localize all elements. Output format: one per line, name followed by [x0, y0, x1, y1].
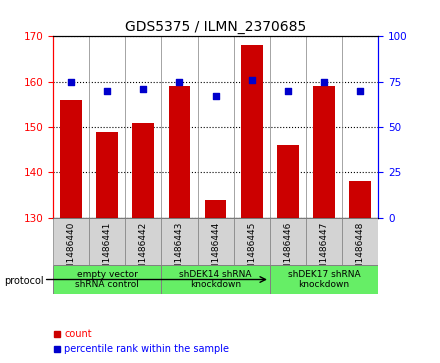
Bar — [277, 145, 299, 218]
Text: shDEK17 shRNA
knockdown: shDEK17 shRNA knockdown — [288, 270, 360, 289]
Bar — [89, 218, 125, 265]
Text: protocol: protocol — [4, 276, 44, 286]
Bar — [53, 265, 161, 294]
Text: GSM1486447: GSM1486447 — [319, 221, 329, 282]
Text: GSM1486446: GSM1486446 — [283, 221, 293, 282]
Text: GSM1486442: GSM1486442 — [139, 221, 148, 282]
Bar — [234, 218, 270, 265]
Legend: count, percentile rank within the sample: count, percentile rank within the sample — [49, 326, 233, 358]
Point — [103, 88, 110, 94]
Bar — [349, 182, 371, 218]
Point — [140, 86, 147, 92]
Point — [176, 79, 183, 85]
Bar — [241, 45, 263, 218]
Point — [212, 93, 219, 99]
Bar — [205, 200, 227, 218]
Text: GSM1486443: GSM1486443 — [175, 221, 184, 282]
Bar — [60, 100, 82, 218]
Bar — [96, 131, 118, 218]
Point — [248, 77, 255, 83]
Bar — [270, 265, 378, 294]
Bar — [306, 218, 342, 265]
Point — [357, 88, 364, 94]
Bar — [161, 218, 198, 265]
Point — [284, 88, 291, 94]
Bar — [198, 218, 234, 265]
Bar — [313, 86, 335, 218]
Bar — [342, 218, 378, 265]
Bar — [161, 265, 270, 294]
Bar — [125, 218, 161, 265]
Text: shDEK14 shRNA
knockdown: shDEK14 shRNA knockdown — [180, 270, 252, 289]
Text: GSM1486441: GSM1486441 — [103, 221, 112, 282]
Bar — [169, 86, 190, 218]
Point — [67, 79, 74, 85]
Point — [321, 79, 328, 85]
Title: GDS5375 / ILMN_2370685: GDS5375 / ILMN_2370685 — [125, 20, 306, 34]
Text: GSM1486445: GSM1486445 — [247, 221, 256, 282]
Bar — [53, 218, 89, 265]
Bar — [270, 218, 306, 265]
Bar — [132, 122, 154, 218]
Text: GSM1486448: GSM1486448 — [356, 221, 365, 282]
Text: GSM1486440: GSM1486440 — [66, 221, 75, 282]
Text: GSM1486444: GSM1486444 — [211, 221, 220, 282]
Text: empty vector
shRNA control: empty vector shRNA control — [75, 270, 139, 289]
